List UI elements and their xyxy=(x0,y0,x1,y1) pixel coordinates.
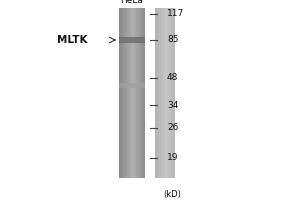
Bar xyxy=(139,8,140,178)
Bar xyxy=(167,8,169,178)
Bar xyxy=(155,8,157,178)
Bar xyxy=(124,8,125,178)
Bar xyxy=(131,8,132,178)
Bar xyxy=(140,8,141,178)
Bar xyxy=(137,8,139,178)
Bar xyxy=(135,8,136,178)
Text: HeLa: HeLa xyxy=(121,0,143,5)
Bar xyxy=(165,8,167,178)
Bar xyxy=(122,8,123,178)
Text: 34: 34 xyxy=(167,100,178,110)
Bar xyxy=(169,8,171,178)
Bar xyxy=(171,8,173,178)
Bar xyxy=(163,8,165,178)
Bar xyxy=(119,37,145,43)
Text: 19: 19 xyxy=(167,154,178,162)
Bar xyxy=(129,8,131,178)
Bar xyxy=(123,8,124,178)
Text: 26: 26 xyxy=(167,123,178,132)
Bar xyxy=(142,8,144,178)
Text: MLTK: MLTK xyxy=(58,35,88,45)
Bar xyxy=(119,8,145,178)
Bar xyxy=(119,8,120,178)
Bar xyxy=(173,8,175,178)
Bar xyxy=(119,83,145,88)
Text: 48: 48 xyxy=(167,73,178,82)
Bar xyxy=(155,8,175,178)
Bar xyxy=(132,8,133,178)
Bar xyxy=(120,8,122,178)
Bar xyxy=(161,8,163,178)
Bar xyxy=(144,8,145,178)
Bar xyxy=(125,8,127,178)
Text: 117: 117 xyxy=(167,9,184,19)
Bar xyxy=(133,8,135,178)
Text: (kD): (kD) xyxy=(163,190,181,199)
Text: 85: 85 xyxy=(167,36,178,45)
Bar xyxy=(136,8,137,178)
Bar xyxy=(141,8,142,178)
Bar xyxy=(157,8,159,178)
Bar xyxy=(159,8,161,178)
Bar xyxy=(127,8,128,178)
Bar xyxy=(128,8,129,178)
